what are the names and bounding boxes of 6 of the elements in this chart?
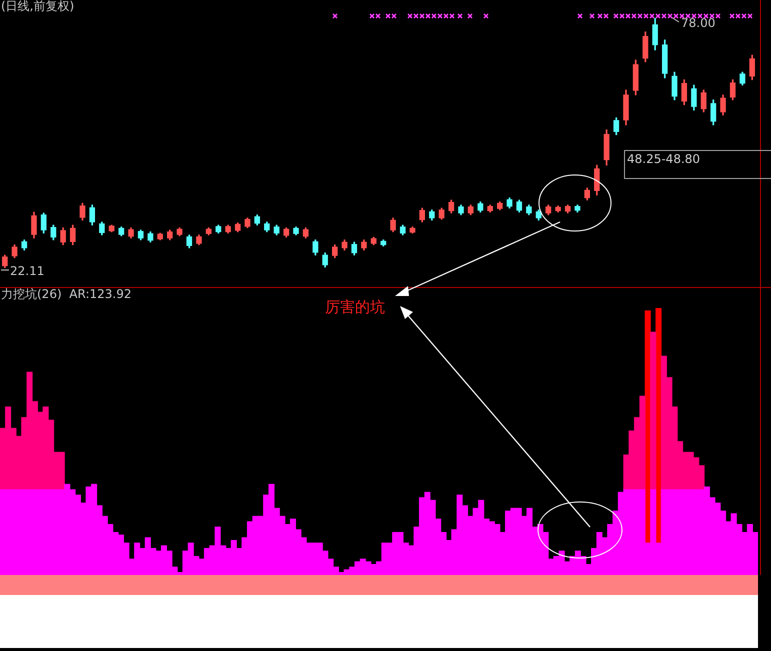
chart-title: (日线,前复权) [1,0,74,14]
annotation: 48.25-48.80 [627,152,700,166]
annotation: 22.11 [10,264,44,278]
annotation: 78.00 [681,16,716,30]
annotation: 厉害的坑 [325,298,385,316]
chart-title: 力挖坑(26) AR:123.92 [1,287,132,302]
